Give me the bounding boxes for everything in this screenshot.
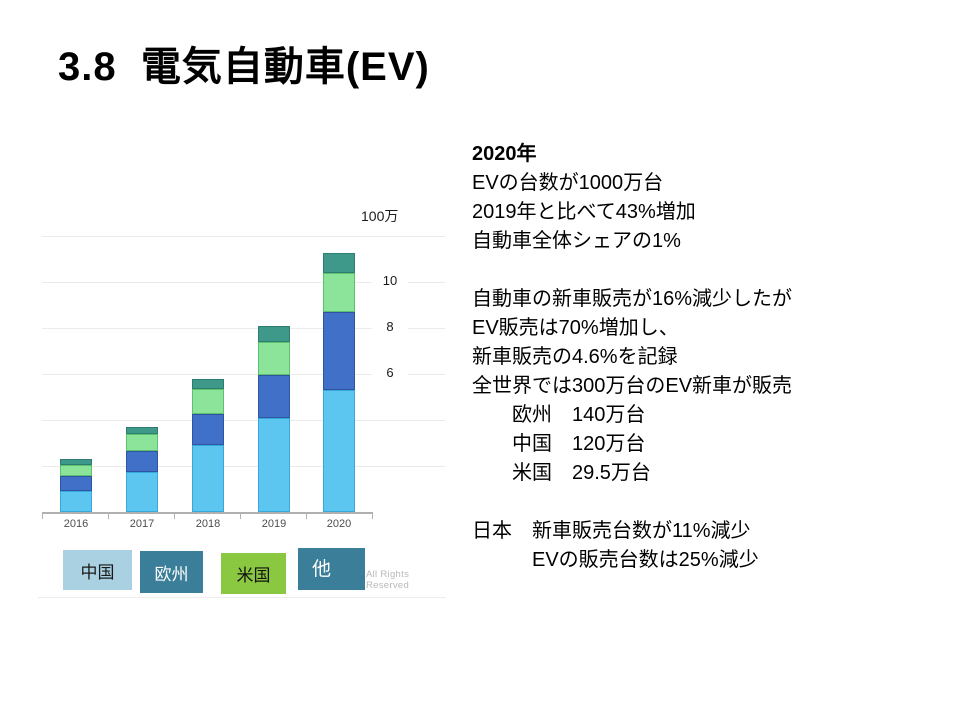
x-axis-line (42, 512, 372, 514)
legend-item-他: 他 (298, 548, 365, 590)
note-line-2: EVの台数が1000万台 (472, 172, 664, 194)
bar-segment-2020-中国 (323, 390, 355, 512)
bar-segment-2016-欧州 (60, 476, 92, 492)
gridline (42, 374, 445, 375)
bar-segment-2018-中国 (192, 445, 224, 512)
x-axis-tick-2 (174, 512, 175, 519)
gridline (42, 282, 445, 283)
note-line-12: 米国 29.5万台 (472, 462, 651, 484)
y-tick-label-6: 6 (372, 365, 408, 380)
gridline (42, 466, 445, 467)
legend-item-欧州: 欧州 (140, 551, 203, 593)
note-line-11: 中国 120万台 (472, 433, 646, 455)
y-tick-label-8: 8 (372, 319, 408, 334)
gridline (42, 236, 445, 237)
note-line-7: EV販売は70%増加し、 (472, 317, 679, 339)
watermark-text: All Rights Reserved (366, 569, 410, 591)
note-line-3: 2019年と比べて43%増加 (472, 201, 696, 223)
note-line-15: EVの販売台数は25%減少 (472, 549, 759, 571)
bar-segment-2016-中国 (60, 491, 92, 512)
bar-segment-2019-他 (258, 325, 290, 342)
x-axis-label-2017: 2017 (129, 518, 155, 530)
x-axis-tick-4 (306, 512, 307, 519)
note-line-4: 自動車全体シェアの1% (472, 230, 681, 252)
note-line-14: 日本 新車販売台数が11%減少 (472, 520, 751, 542)
x-axis-label-2019: 2019 (261, 518, 287, 530)
chart-bottom-divider (38, 597, 446, 598)
x-axis-label-2018: 2018 (195, 518, 221, 530)
note-line-13 (472, 488, 952, 517)
note-line-5 (472, 256, 952, 285)
y-axis-unit-label: 100万 (358, 206, 402, 226)
bar-segment-2017-中国 (126, 471, 158, 512)
bar-segment-2017-米国 (126, 433, 158, 452)
x-axis-tick-1 (108, 512, 109, 519)
bar-segment-2019-中国 (258, 417, 290, 512)
gridline (42, 328, 445, 329)
x-axis-label-2020: 2020 (326, 518, 352, 530)
bar-segment-2018-欧州 (192, 414, 224, 446)
bar-segment-2019-欧州 (258, 375, 290, 418)
note-line-1: 2020年 (472, 143, 537, 165)
legend-item-米国: 米国 (221, 553, 286, 594)
gridline (42, 420, 445, 421)
legend-item-中国: 中国 (63, 550, 132, 590)
note-line-6: 自動車の新車販売が16%減少したが (472, 288, 793, 310)
x-axis-tick-5 (372, 512, 373, 519)
bar-segment-2017-他 (126, 426, 158, 434)
bar-segment-2020-欧州 (323, 311, 355, 391)
x-axis-tick-3 (240, 512, 241, 519)
note-line-9: 全世界では300万台のEV新車が販売 (472, 375, 793, 397)
note-line-8: 新車販売の4.6%を記録 (472, 346, 678, 368)
y-tick-label-10: 10 (372, 273, 408, 288)
note-line-10: 欧州 140万台 (472, 404, 646, 426)
bar-segment-2018-米国 (192, 388, 224, 415)
bar-segment-2016-他 (60, 459, 92, 465)
bar-segment-2020-他 (323, 253, 355, 273)
page-title: 3.8 電気自動車(EV) (58, 45, 430, 89)
bar-segment-2019-米国 (258, 341, 290, 376)
ev-stock-chart: 100万 10 8 6 2016 2017 2018 2019 2020 中国 欧州 米国他 A… (30, 165, 447, 620)
bar-segment-2020-米国 (323, 272, 355, 312)
bar-segment-2018-他 (192, 378, 224, 389)
x-axis-tick-0 (42, 512, 43, 519)
notes-text-block: 2020年 EVの台数が1000万台 2019年と比べて43%増加 自動車全体シェアの… (472, 140, 952, 575)
x-axis-label-2016: 2016 (63, 518, 89, 530)
bar-segment-2017-欧州 (126, 451, 158, 472)
bar-segment-2016-米国 (60, 464, 92, 477)
